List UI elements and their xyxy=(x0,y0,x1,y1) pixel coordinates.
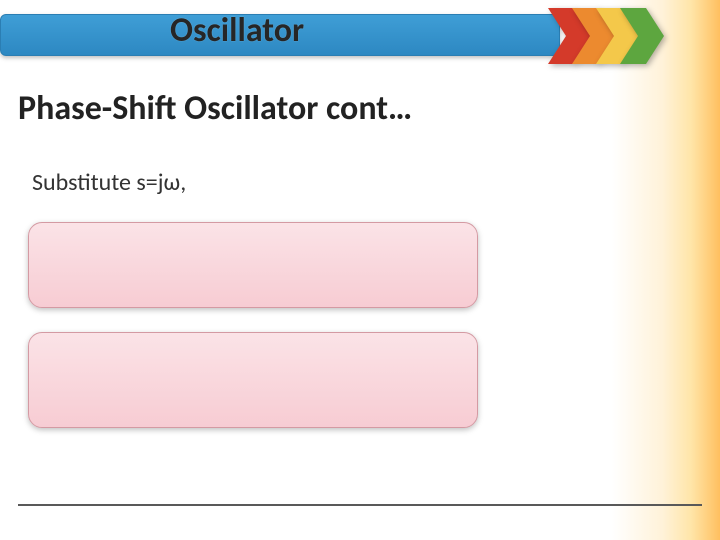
slide: Oscillator Phase-Shift Oscillator cont… … xyxy=(0,0,720,540)
slide-title: Oscillator xyxy=(170,10,304,51)
bottom-divider xyxy=(18,504,702,506)
equation-panel-1 xyxy=(28,222,478,308)
body-line-1: Substitute s=jω, xyxy=(32,168,186,197)
slide-subtitle: Phase-Shift Oscillator cont… xyxy=(18,88,412,129)
chevron-green xyxy=(620,8,664,64)
title-bar: Oscillator xyxy=(0,6,720,60)
equation-panel-2 xyxy=(28,332,478,428)
chevron-tabs xyxy=(548,8,708,64)
